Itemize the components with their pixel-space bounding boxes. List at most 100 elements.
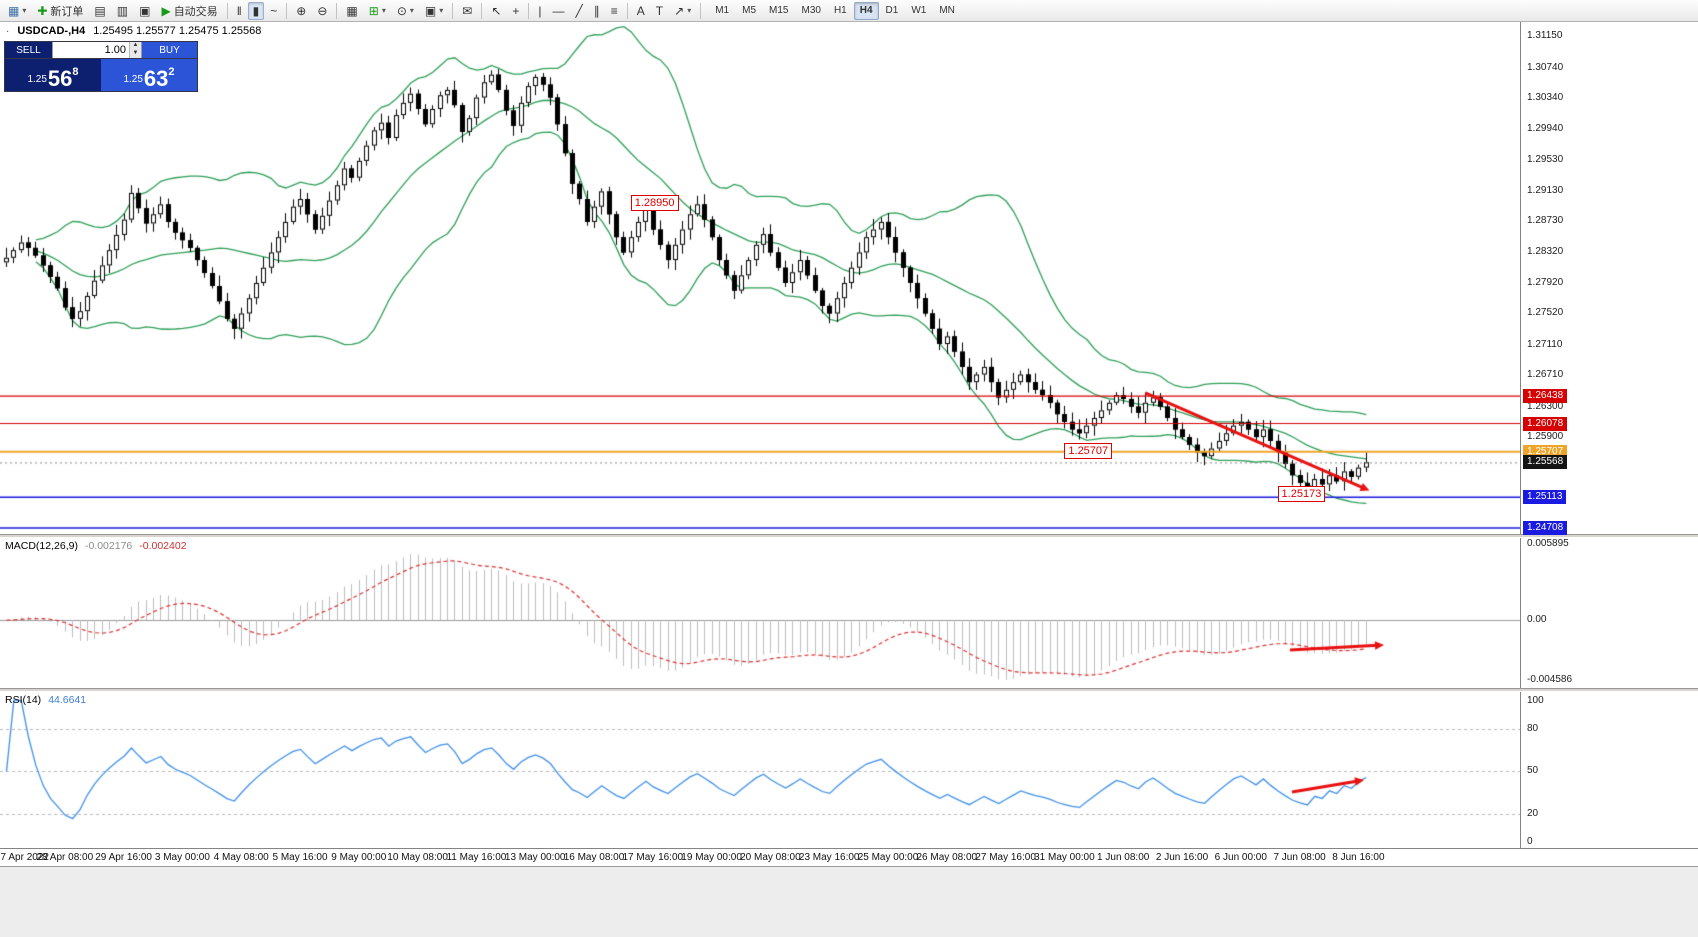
bar-chart-button[interactable]: ‖ xyxy=(232,2,247,20)
price-tick: 1.27920 xyxy=(1527,276,1564,288)
sell-button[interactable]: SELL xyxy=(5,42,52,58)
volume-field[interactable]: 1.00 ▲ ▼ xyxy=(52,42,142,58)
zoom-out-button[interactable]: ⊖ xyxy=(312,2,332,20)
text-label-button[interactable]: T xyxy=(651,2,668,20)
rsi-axis-label: 50 xyxy=(1527,765,1539,777)
text-label-icon: T xyxy=(655,3,664,18)
periods-button[interactable]: ⊙ ▾ xyxy=(392,2,419,20)
timeframe-m15[interactable]: M15 xyxy=(769,4,789,16)
zoom-in-button[interactable]: ⊕ xyxy=(291,2,311,20)
time-label: 8 Jun 16:00 xyxy=(1332,852,1385,863)
time-label: 7 Jun 08:00 xyxy=(1273,852,1326,863)
time-label: 1 Jun 08:00 xyxy=(1097,852,1150,863)
crosshair-icon: + xyxy=(512,3,520,18)
new-order-button[interactable]: ✚ 新订单 xyxy=(32,2,88,20)
time-label: 5 May 16:00 xyxy=(272,852,328,863)
indicators-icon: ⊞ xyxy=(368,3,379,18)
toolbar-separator xyxy=(626,2,628,19)
price-callout[interactable]: 1.28950 xyxy=(630,194,679,211)
toolbar-separator xyxy=(528,2,530,19)
sell-price[interactable]: 1.25 56 8 xyxy=(5,59,101,91)
price-level-badge: 1.24708 xyxy=(1523,521,1568,536)
zoom-in-icon: ⊕ xyxy=(296,3,307,18)
price-chart-canvas[interactable] xyxy=(0,22,1520,534)
cursor-icon: ↖ xyxy=(491,3,502,18)
text-button[interactable]: A xyxy=(632,2,650,20)
price-tick: 1.27110 xyxy=(1527,338,1563,350)
price-chart-panel: 1.28950 1.25707 1.25173 · USDCAD-,H4 1.254… xyxy=(0,22,1698,536)
crosshair-button[interactable]: + xyxy=(507,2,524,20)
volume-spinner[interactable]: ▲ ▼ xyxy=(129,42,141,58)
timeframe-h1[interactable]: H1 xyxy=(833,4,847,16)
time-label: 2 Jun 16:00 xyxy=(1155,852,1209,863)
arrow-objects-button[interactable]: ↗ ▾ xyxy=(669,2,696,20)
price-axis[interactable]: 1.31150 1.30740 1.30340 1.29940 1.29530 1.291… xyxy=(1520,22,1698,536)
tile-windows-button[interactable]: ▦ xyxy=(341,2,362,20)
macd-canvas[interactable] xyxy=(0,538,1520,688)
price-tick: 1.26710 xyxy=(1527,369,1564,381)
channel-button[interactable]: ∥ xyxy=(589,2,605,20)
macd-axis[interactable]: 0.005895 0.00 -0.004586 xyxy=(1520,538,1698,688)
horizontal-line-button[interactable]: ― xyxy=(548,2,570,20)
indicators-button[interactable]: ⊞ ▾ xyxy=(364,2,391,20)
fibonacci-button[interactable]: ≡ xyxy=(606,2,623,20)
volume-value: 1.00 xyxy=(104,44,126,56)
navigator-button[interactable]: ▥ xyxy=(112,2,133,20)
buy-price[interactable]: 1.25 63 2 xyxy=(101,59,197,91)
templates-icon: ▣ xyxy=(424,3,437,18)
line-chart-button[interactable]: ~ xyxy=(265,2,282,20)
toolbar-separator xyxy=(226,2,228,19)
candlestick-chart-button[interactable]: ▮ xyxy=(247,1,265,20)
timeframe-m5[interactable]: M5 xyxy=(742,4,757,16)
time-label: 19 May 00:00 xyxy=(681,852,742,863)
time-label: 26 May 08:00 xyxy=(916,852,978,863)
toolbar-separator xyxy=(700,2,702,19)
price-callout[interactable]: 1.25173 xyxy=(1277,486,1326,503)
rsi-axis[interactable]: 100 80 50 20 0 xyxy=(1520,692,1698,848)
macd-panel: MACD(12,26,9) -0.002176 -0.002402 0.0058… xyxy=(0,538,1698,688)
timeframe-h4[interactable]: H4 xyxy=(853,1,879,20)
timeframe-m1[interactable]: M1 xyxy=(715,4,730,16)
vertical-line-button[interactable]: | xyxy=(533,2,546,20)
buy-button[interactable]: BUY xyxy=(142,42,197,58)
buy-price-big: 63 xyxy=(143,66,169,91)
panel-resize-handle[interactable] xyxy=(0,688,1698,692)
spinner-down-icon[interactable]: ▼ xyxy=(130,50,141,58)
time-axis[interactable]: 27 Apr 2022 28 Apr 08:00 29 Apr 16:00 3 May… xyxy=(0,848,1698,866)
price-callout[interactable]: 1.25707 xyxy=(1064,442,1113,459)
rsi-canvas[interactable] xyxy=(0,692,1520,848)
price-tick: 1.25900 xyxy=(1527,431,1564,443)
trendline-button[interactable]: ╱ xyxy=(571,2,588,20)
timeframe-m30[interactable]: M30 xyxy=(801,4,821,16)
rsi-axis-label: 80 xyxy=(1527,722,1539,734)
timeframe-w1[interactable]: W1 xyxy=(911,4,927,16)
chart-window: 1.28950 1.25707 1.25173 · USDCAD-,H4 1.254… xyxy=(0,22,1698,937)
rsi-panel: RSI(14) 44.6641 100 80 50 20 0 xyxy=(0,692,1698,848)
timeframe-d1[interactable]: D1 xyxy=(885,4,899,16)
price-tick: 1.31150 xyxy=(1527,30,1563,42)
text-icon: A xyxy=(636,3,645,18)
new-order-icon: ✚ xyxy=(37,3,48,18)
price-level-badge: 1.26438 xyxy=(1523,389,1568,404)
cursor-button[interactable]: ↖ xyxy=(486,2,506,20)
autotrading-button[interactable]: ▶ 自动交易 xyxy=(156,2,222,20)
price-level-badge: 1.25113 xyxy=(1523,490,1567,505)
channel-icon: ∥ xyxy=(593,3,600,18)
templates-button[interactable]: ▣ ▾ xyxy=(420,2,448,20)
chevron-down-icon: ▾ xyxy=(22,6,27,15)
time-label: 3 May 00:00 xyxy=(154,852,210,863)
spinner-up-icon[interactable]: ▲ xyxy=(130,42,141,50)
bottom-empty-area xyxy=(0,866,1698,937)
mail-button[interactable]: ✉ xyxy=(457,2,477,20)
price-level-badge: 1.25707 xyxy=(1523,444,1568,459)
chevron-down-icon: ▾ xyxy=(687,6,692,15)
timeframe-mn[interactable]: MN xyxy=(939,4,955,16)
horizontal-line-icon: ― xyxy=(552,3,565,18)
rsi-label: RSI(14) 44.6641 xyxy=(5,694,86,706)
terminal-button[interactable]: ▣ xyxy=(134,2,155,20)
market-watch-button[interactable]: ▤ xyxy=(89,2,110,20)
line-chart-icon: ~ xyxy=(270,3,278,18)
time-label: 31 May 00:00 xyxy=(1034,852,1095,863)
new-chart-button[interactable]: ▦ ▾ xyxy=(3,2,31,20)
panel-resize-handle[interactable] xyxy=(0,534,1698,538)
